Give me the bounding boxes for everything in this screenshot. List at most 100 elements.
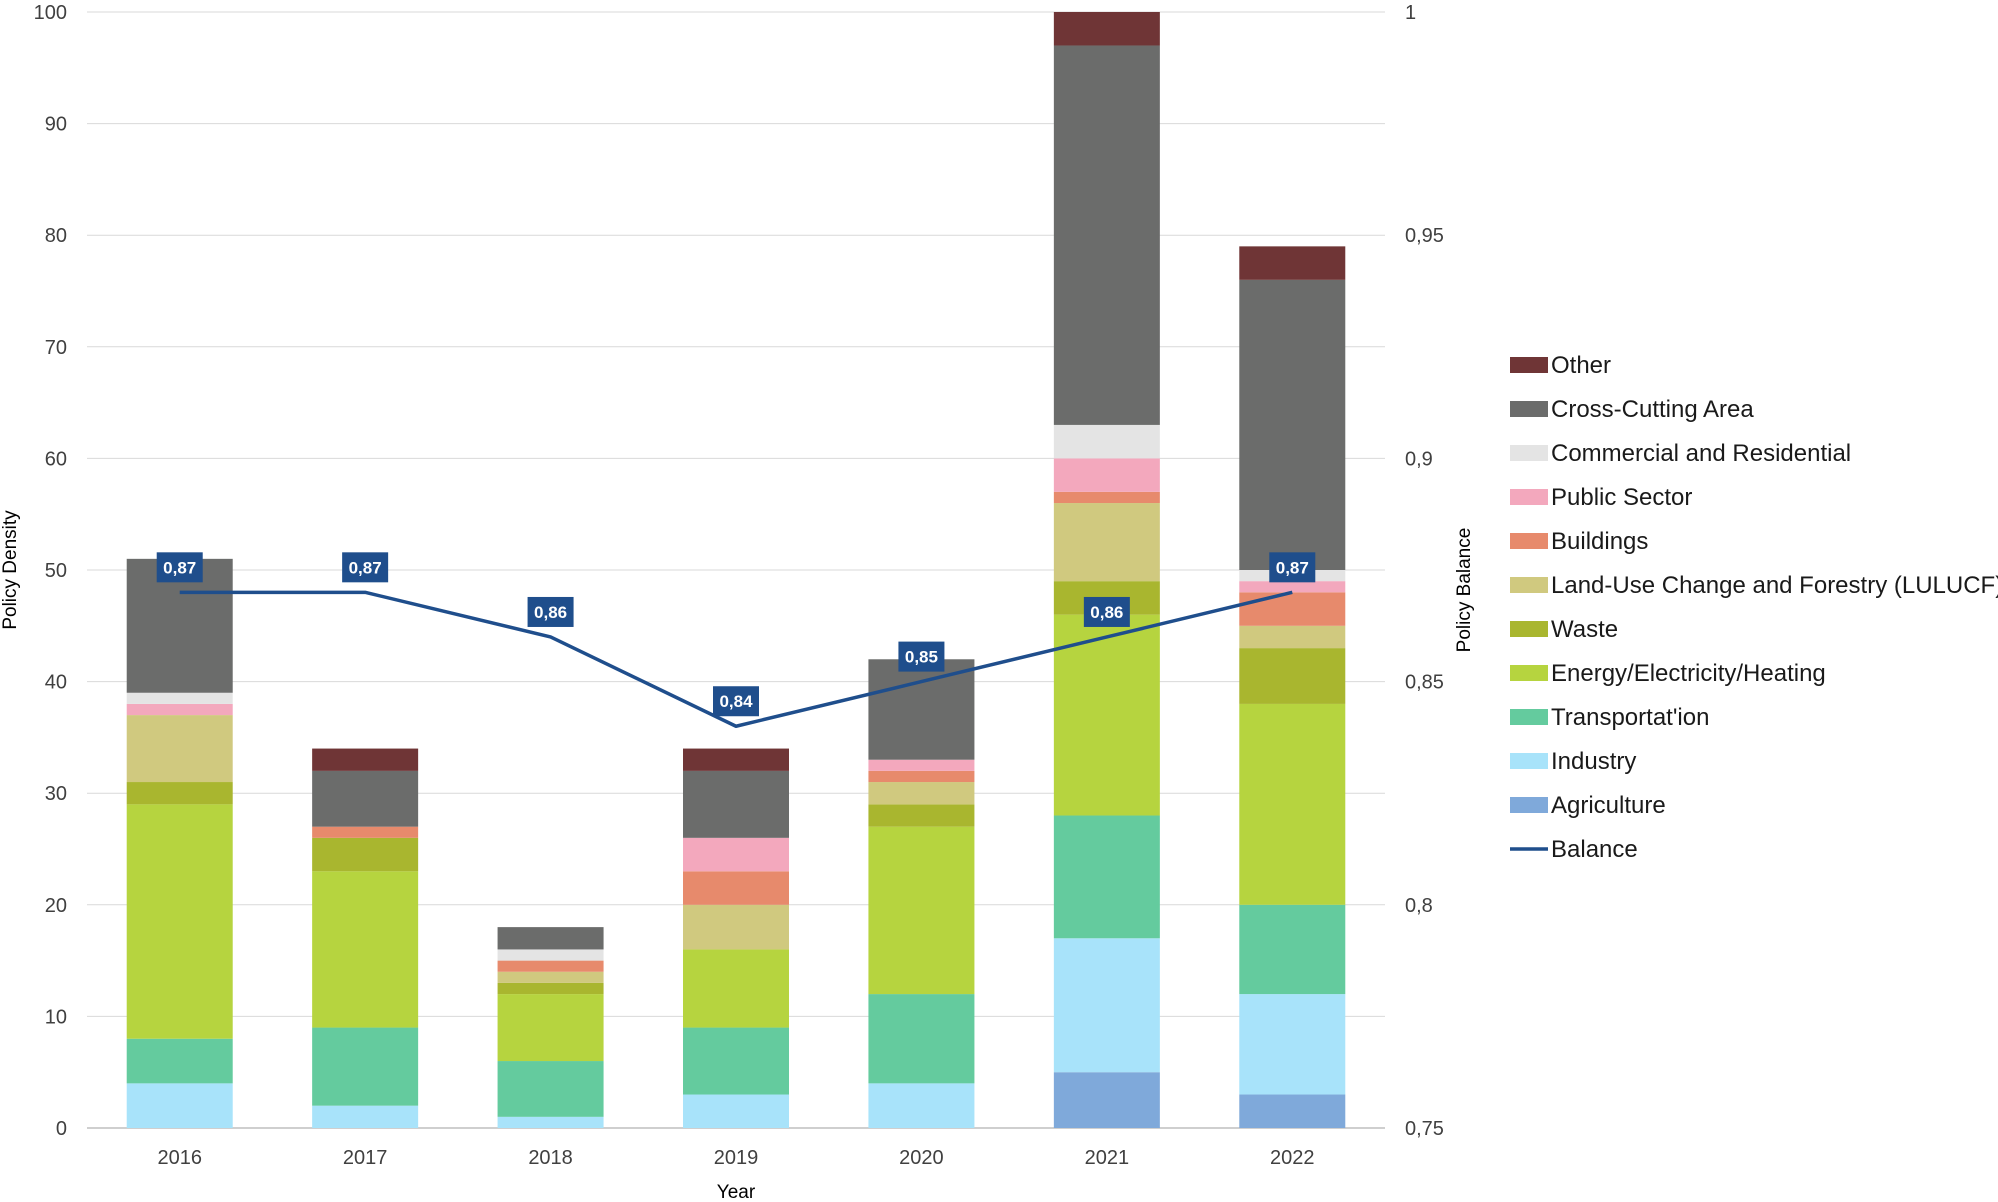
- y-tick-label: 10: [45, 1006, 67, 1028]
- balance-data-label-box: [1083, 596, 1130, 627]
- primary-y-axis: 0 10 20 30 40 50 60 70 80 90 100: [34, 2, 67, 1140]
- bar-segment: [1239, 904, 1346, 995]
- bar-segment: [868, 659, 975, 760]
- y-tick-label: 20: [45, 895, 67, 917]
- bar-segment: [868, 804, 975, 827]
- bar-segment: [126, 715, 233, 783]
- balance-data-label-box: [156, 552, 203, 583]
- bar-segment: [312, 1027, 419, 1106]
- legend-swatch: [1510, 489, 1548, 505]
- x-tick-label: 2019: [714, 1147, 759, 1169]
- balance-line-group: 0,87 0,87 0,86 0,84 0,85 0,86 0,87: [156, 552, 1316, 728]
- bar-segment: [1239, 625, 1346, 649]
- legend-label: Agriculture: [1551, 792, 1666, 819]
- legend: Other Cross-Cutting Area Commercial and Re…: [1510, 352, 1998, 863]
- bar-segment: [312, 748, 419, 771]
- bar-segment: [497, 1116, 604, 1128]
- bar-segment: [683, 1027, 789, 1095]
- stacked-bars: [126, 12, 1346, 1128]
- y-axis-title: Policy Density: [0, 510, 21, 630]
- bar-segment: [1239, 1094, 1346, 1128]
- bar-segment: [497, 971, 604, 983]
- bar-segment: [683, 949, 789, 1028]
- balance-data-label-box: [342, 552, 389, 583]
- y-tick-label: 90: [45, 114, 67, 136]
- bar-segment: [312, 770, 419, 827]
- balance-data-label: 0,85: [905, 648, 938, 667]
- bar-segment: [868, 782, 975, 805]
- y-tick-label: 40: [45, 672, 67, 694]
- balance-data-label-box: [713, 686, 759, 717]
- bar-segment: [868, 1083, 975, 1128]
- bar-segment: [1053, 503, 1160, 582]
- bar-segment: [1239, 994, 1346, 1095]
- balance-data-label: 0,84: [719, 692, 753, 711]
- bar-segment: [868, 994, 975, 1084]
- legend-label: Buildings: [1551, 528, 1648, 555]
- y2-tick-label: 0,85: [1405, 672, 1444, 694]
- y-tick-label: 80: [45, 225, 67, 247]
- legend-label: Balance: [1551, 836, 1638, 863]
- legend-label: Industry: [1551, 748, 1636, 775]
- bar-segment: [1239, 581, 1346, 593]
- y2-tick-label: 0,8: [1405, 895, 1433, 917]
- legend-swatch: [1510, 797, 1548, 813]
- bar-segment: [312, 826, 419, 838]
- x-tick-label: 2018: [528, 1147, 573, 1169]
- balance-data-label-box: [1269, 552, 1316, 583]
- balance-data-label: 0,86: [1090, 603, 1123, 622]
- balance-data-label-box: [527, 596, 574, 627]
- legend-swatch: [1510, 401, 1548, 417]
- bar-segment: [1053, 458, 1160, 492]
- legend-swatch: [1510, 621, 1548, 637]
- bar-segment: [497, 1061, 604, 1117]
- bar-segment: [1053, 424, 1160, 459]
- x-tick-label: 2016: [157, 1147, 202, 1169]
- legend-swatch: [1510, 357, 1548, 373]
- y-tick-label: 50: [45, 560, 67, 582]
- x-axis: 2016 2017 2018 2019 2020 2021 2022: [157, 1147, 1314, 1169]
- legend-label: Other: [1551, 352, 1611, 379]
- balance-data-label-box: [898, 641, 945, 672]
- y2-tick-label: 0,75: [1405, 1118, 1444, 1140]
- bar-segment: [683, 904, 789, 950]
- legend-label: Waste: [1551, 616, 1618, 643]
- bar-segment: [1239, 592, 1346, 626]
- y-tick-label: 100: [34, 2, 67, 24]
- legend-label: Commercial and Residential: [1551, 440, 1851, 467]
- y-tick-label: 60: [45, 448, 67, 470]
- bar-segment: [312, 837, 419, 872]
- legend-swatch: [1510, 753, 1548, 769]
- bar-segment: [126, 703, 233, 716]
- y-tick-label: 0: [56, 1118, 67, 1140]
- legend-swatch: [1510, 709, 1548, 725]
- bar-segment: [1239, 279, 1346, 570]
- y2-tick-label: 0,9: [1405, 448, 1433, 470]
- bar-segment: [126, 1038, 233, 1084]
- y-tick-label: 70: [45, 337, 67, 359]
- balance-data-label: 0,87: [163, 558, 196, 577]
- bar-segment: [683, 748, 789, 771]
- x-tick-label: 2020: [899, 1147, 944, 1169]
- bar-segment: [1239, 246, 1346, 280]
- balance-data-label: 0,87: [1276, 558, 1309, 577]
- bar-segment: [1053, 614, 1160, 816]
- bar-segment: [868, 770, 975, 783]
- x-tick-label: 2021: [1085, 1147, 1130, 1169]
- bar-segment: [497, 960, 604, 972]
- bar-segment: [1053, 938, 1160, 1073]
- legend-label: Cross-Cutting Area: [1551, 396, 1754, 423]
- bar-segment: [312, 1105, 419, 1128]
- bar-segment: [497, 982, 604, 995]
- bar-segment: [497, 949, 604, 961]
- legend-label: Land-Use Change and Forestry (LULUCF): [1551, 572, 1998, 599]
- bar-segment: [1053, 491, 1160, 504]
- bar-segment: [683, 871, 789, 905]
- legend-swatch: [1510, 665, 1548, 681]
- bar-segment: [497, 927, 604, 950]
- x-tick-label: 2017: [343, 1147, 388, 1169]
- y2-axis-title: Policy Balance: [1454, 528, 1475, 653]
- y-tick-label: 30: [45, 783, 67, 805]
- bar-segment: [1239, 703, 1346, 905]
